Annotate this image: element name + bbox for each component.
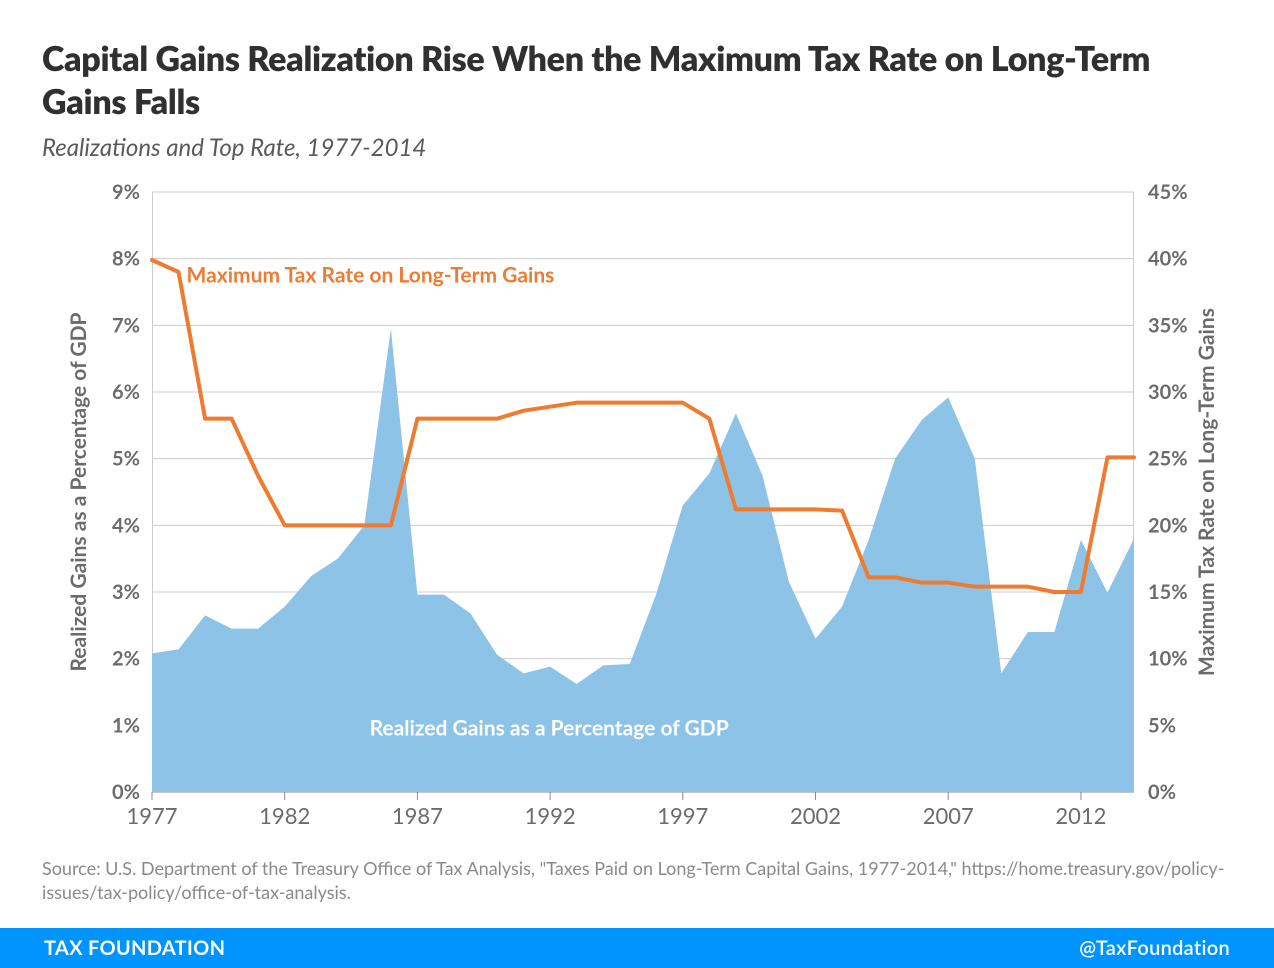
x-tick-label: 1997 xyxy=(657,802,708,829)
y-left-tick-label: 0% xyxy=(112,780,140,804)
chart-subtitle: Realizations and Top Rate, 1977-2014 xyxy=(42,133,1232,162)
y-right-axis-title: Maximum Tax Rate on Long-Term Gains xyxy=(1194,308,1219,676)
y-right-tick-label: 45% xyxy=(1148,180,1188,204)
series-label-realized-gdp: Realized Gains as a Percentage of GDP xyxy=(370,715,729,740)
footer-brand: TAX FOUNDATION xyxy=(44,936,225,960)
y-right-tick-label: 5% xyxy=(1148,713,1176,737)
y-left-tick-label: 9% xyxy=(112,180,140,204)
y-left-tick-label: 7% xyxy=(112,313,140,337)
y-left-axis-title: Realized Gains as a Percentage of GDP xyxy=(66,312,91,671)
y-right-tick-label: 40% xyxy=(1148,247,1188,271)
y-right-tick-label: 15% xyxy=(1148,580,1188,604)
y-left-tick-label: 1% xyxy=(112,713,140,737)
y-left-tick-label: 5% xyxy=(112,447,140,471)
chart-title: Capital Gains Realization Rise When the … xyxy=(42,38,1232,123)
y-right-tick-label: 35% xyxy=(1148,313,1188,337)
y-right-tick-label: 0% xyxy=(1148,780,1176,804)
line-series-max-rate xyxy=(152,260,1134,592)
chart-container: Capital Gains Realization Rise When the … xyxy=(0,0,1274,968)
chart-plot-area: 0% 1% 2% 3% 4% 5% 6% 7% 8% 9% 0% 5% 10% 15% 20% 25% 30% 3… xyxy=(42,180,1232,840)
x-tick-label: 1977 xyxy=(126,802,177,829)
footer-handle: @TaxFoundation xyxy=(1079,936,1230,960)
x-tick-label: 2007 xyxy=(923,802,974,829)
chart-svg: 0% 1% 2% 3% 4% 5% 6% 7% 8% 9% 0% 5% 10% 15% 20% 25% 30% 3… xyxy=(42,180,1232,840)
series-label-max-rate: Maximum Tax Rate on Long-Term Gains xyxy=(187,263,555,288)
y-right-tick-label: 20% xyxy=(1148,513,1188,537)
y-left-tick-label: 3% xyxy=(112,580,140,604)
y-left-tick-label: 6% xyxy=(112,380,140,404)
y-right-tick-label: 10% xyxy=(1148,647,1188,671)
x-tick-label: 1987 xyxy=(392,802,443,829)
y-left-tick-label: 2% xyxy=(112,647,140,671)
y-right-tick-label: 30% xyxy=(1148,380,1188,404)
x-tick-label: 2012 xyxy=(1055,802,1106,829)
source-text: Source: U.S. Department of the Treasury … xyxy=(42,856,1232,905)
x-tick-label: 1982 xyxy=(259,802,310,829)
x-tick-label: 1992 xyxy=(525,802,576,829)
y-left-tick-label: 4% xyxy=(112,513,140,537)
y-left-tick-label: 8% xyxy=(112,247,140,271)
footer-bar: TAX FOUNDATION @TaxFoundation xyxy=(0,928,1274,968)
x-tick-label: 2002 xyxy=(790,802,841,829)
y-right-tick-label: 25% xyxy=(1148,447,1188,471)
